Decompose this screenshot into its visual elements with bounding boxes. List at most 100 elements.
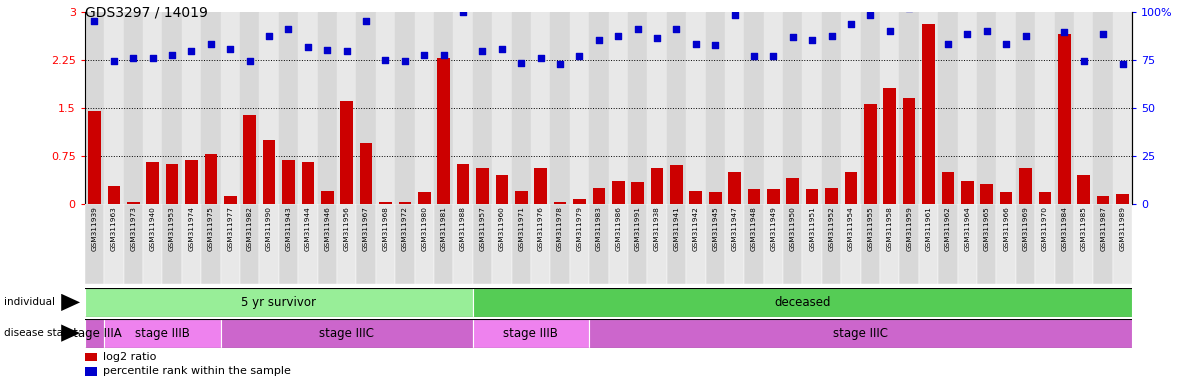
Text: GSM311986: GSM311986 — [616, 206, 621, 251]
Bar — [1077, 175, 1090, 204]
Text: GSM311965: GSM311965 — [984, 206, 990, 251]
Bar — [977, 204, 997, 284]
Point — [318, 47, 337, 53]
Bar — [899, 204, 919, 284]
Bar — [551, 204, 570, 284]
Text: GSM311939: GSM311939 — [92, 206, 98, 251]
Text: GSM311976: GSM311976 — [538, 206, 544, 251]
Bar — [880, 12, 899, 204]
Bar — [631, 182, 644, 204]
Bar — [107, 185, 120, 204]
Bar — [825, 187, 838, 204]
Bar — [473, 319, 590, 348]
Point — [977, 28, 996, 34]
Point — [823, 33, 842, 39]
Bar — [240, 204, 259, 284]
Text: GSM311972: GSM311972 — [401, 206, 407, 251]
Point — [162, 52, 181, 58]
Text: GSM311940: GSM311940 — [149, 206, 155, 251]
Text: GSM311969: GSM311969 — [1023, 206, 1029, 251]
Bar — [822, 204, 842, 284]
Text: log2 ratio: log2 ratio — [102, 352, 157, 362]
Bar — [453, 12, 473, 204]
Text: GSM311990: GSM311990 — [266, 206, 272, 251]
Text: GSM311952: GSM311952 — [829, 206, 834, 251]
Bar — [357, 204, 375, 284]
Bar — [938, 12, 958, 204]
Bar — [919, 12, 938, 204]
Bar — [783, 12, 803, 204]
Point — [686, 40, 705, 46]
Point — [395, 58, 414, 65]
Point — [124, 55, 142, 61]
Bar — [375, 12, 395, 204]
Bar — [725, 204, 744, 284]
Point — [725, 12, 744, 18]
Bar — [298, 12, 318, 204]
Bar — [729, 172, 740, 204]
Point — [221, 46, 240, 52]
Text: GSM311951: GSM311951 — [810, 206, 816, 251]
Bar — [473, 204, 492, 284]
Text: GSM311959: GSM311959 — [906, 206, 912, 251]
Bar — [434, 12, 453, 204]
Bar — [414, 12, 434, 204]
Bar — [124, 204, 142, 284]
Bar — [262, 139, 275, 204]
Bar — [938, 204, 958, 284]
Bar — [1075, 12, 1093, 204]
Text: GSM311988: GSM311988 — [460, 206, 466, 251]
Point — [1093, 31, 1112, 37]
Text: stage IIIA: stage IIIA — [67, 327, 121, 339]
Bar — [1019, 168, 1032, 204]
Bar — [880, 204, 899, 284]
Point — [842, 21, 860, 27]
Text: GSM311975: GSM311975 — [208, 206, 214, 251]
Bar — [977, 12, 997, 204]
Bar — [803, 204, 822, 284]
Bar — [224, 196, 237, 204]
Bar — [104, 319, 220, 348]
Point — [492, 46, 511, 52]
Bar — [923, 24, 935, 204]
Point — [647, 35, 666, 41]
Bar — [259, 12, 279, 204]
Text: GSM311956: GSM311956 — [344, 206, 350, 251]
Point — [279, 26, 298, 33]
Bar — [399, 202, 411, 204]
Text: GDS3297 / 14019: GDS3297 / 14019 — [85, 6, 207, 20]
Bar — [418, 192, 431, 204]
Text: stage IIIB: stage IIIB — [135, 327, 189, 339]
Bar — [457, 164, 470, 204]
Bar — [860, 12, 880, 204]
Polygon shape — [61, 324, 80, 342]
Bar — [551, 12, 570, 204]
Bar — [321, 191, 333, 204]
Text: deceased: deceased — [774, 296, 831, 309]
Bar — [690, 191, 703, 204]
Bar — [1113, 12, 1132, 204]
Bar — [379, 202, 392, 204]
Bar — [301, 162, 314, 204]
Bar — [337, 204, 357, 284]
Bar — [414, 204, 434, 284]
Bar — [318, 204, 337, 284]
Bar — [590, 204, 609, 284]
Bar — [205, 154, 217, 204]
Text: GSM311945: GSM311945 — [712, 206, 718, 251]
Bar — [492, 12, 512, 204]
Bar — [181, 12, 201, 204]
Text: GSM311979: GSM311979 — [577, 206, 583, 251]
Bar — [1038, 192, 1051, 204]
Bar — [496, 175, 508, 204]
Bar — [764, 12, 783, 204]
Point — [745, 53, 764, 60]
Point — [880, 28, 899, 34]
Text: GSM311964: GSM311964 — [964, 206, 970, 251]
Bar — [375, 204, 395, 284]
Text: GSM311946: GSM311946 — [324, 206, 331, 251]
Text: GSM311949: GSM311949 — [771, 206, 777, 251]
Bar — [531, 204, 551, 284]
Text: GSM311941: GSM311941 — [673, 206, 679, 251]
Bar — [573, 199, 586, 204]
